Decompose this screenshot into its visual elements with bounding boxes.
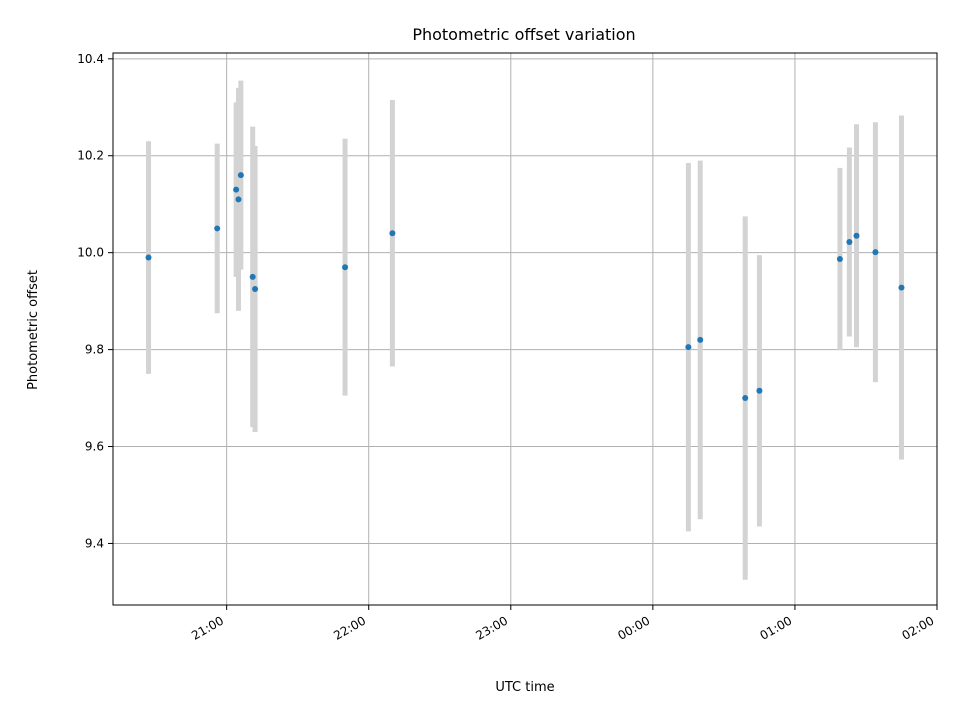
data-point <box>898 284 905 291</box>
data-point <box>853 232 860 239</box>
x-tick-label: 22:00 <box>331 613 368 642</box>
data-point <box>252 286 259 293</box>
y-tick-label: 9.4 <box>85 536 104 550</box>
x-tick-label: 02:00 <box>900 613 937 642</box>
data-point <box>342 264 349 271</box>
chart-title: Photometric offset variation <box>412 25 635 44</box>
x-tick-label: 01:00 <box>757 613 794 642</box>
data-point <box>697 336 704 343</box>
x-tick-label: 23:00 <box>473 613 510 642</box>
data-point <box>742 395 749 402</box>
data-point <box>237 172 244 179</box>
y-tick-label: 9.8 <box>85 343 104 357</box>
data-points <box>145 172 905 402</box>
data-point <box>214 225 221 232</box>
data-point <box>233 186 240 193</box>
y-tick-label: 10.0 <box>77 246 104 260</box>
y-tick-label: 10.2 <box>77 149 104 163</box>
data-point <box>249 273 256 280</box>
data-point <box>389 230 396 237</box>
data-point <box>846 239 853 246</box>
x-tick-label: 00:00 <box>615 613 652 642</box>
ticks: 21:00 22:00 23:00 00:00 01:00 02:00 9.4 9.6 9.8 1… <box>77 52 938 643</box>
data-point <box>756 387 763 394</box>
y-tick-label: 10.4 <box>77 52 104 66</box>
y-axis-label: Photometric offset <box>26 270 41 390</box>
y-tick-label: 9.6 <box>85 440 104 454</box>
x-tick-label: 21:00 <box>189 613 226 642</box>
data-point <box>235 196 242 203</box>
data-point <box>685 344 692 351</box>
data-point <box>145 254 152 261</box>
data-point <box>836 255 843 262</box>
plot-frame <box>112 52 938 606</box>
x-axis-label: UTC time <box>495 680 554 695</box>
data-point <box>872 249 879 256</box>
